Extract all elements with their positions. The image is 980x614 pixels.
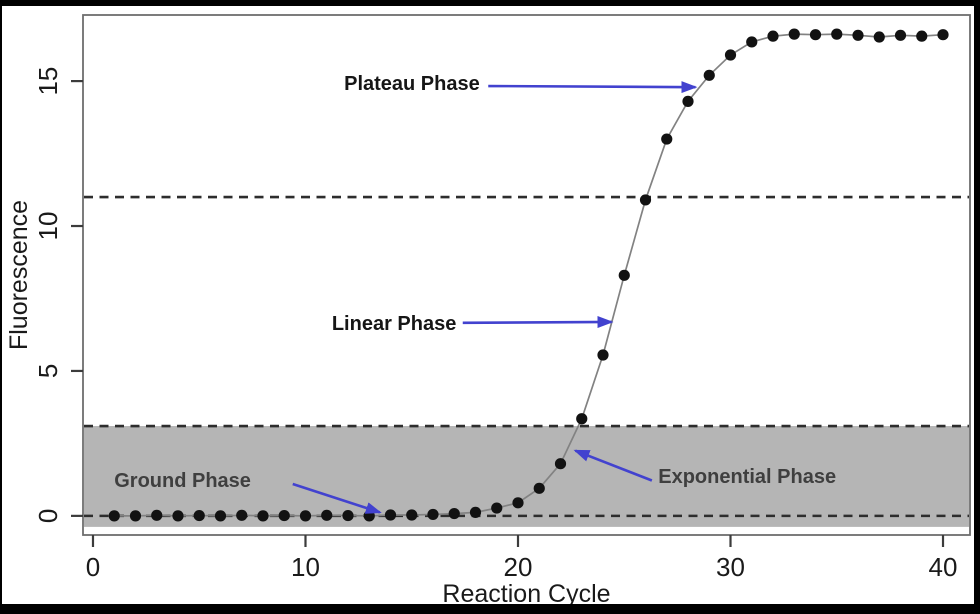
linear-phase-label: Linear Phase [332,313,457,335]
data-point-cycle-13 [363,510,375,522]
data-point-cycle-40 [937,29,949,41]
ground-phase-arrow [292,482,382,514]
data-point-cycle-11 [321,509,333,521]
data-point-cycle-34 [809,29,822,41]
x-tick-label-10: 10 [291,552,320,582]
frame-bottom [0,604,980,614]
y-tick-label-10: 10 [33,212,63,241]
data-point-cycle-9 [278,509,290,522]
data-point-cycle-18 [469,506,482,518]
data-point-cycle-4 [172,510,184,522]
data-point-cycle-12 [342,509,354,522]
y-axis-label: Fluorescence [5,200,33,350]
amplification-curve-line [114,33,944,517]
data-point-cycle-32 [767,30,779,42]
data-point-cycle-7 [236,509,248,521]
x-tick-label-30: 30 [716,552,745,582]
data-point-cycle-16 [427,508,439,521]
x-tick-label-20: 20 [504,552,533,582]
exponential-phase-arrow [573,449,653,482]
data-point-cycle-15 [406,509,418,521]
data-point-cycle-33 [788,28,800,40]
data-point-cycle-23 [576,413,588,425]
data-point-cycle-5 [193,509,205,522]
plateau-phase-arrow [488,81,698,94]
data-point-cycle-14 [384,509,397,521]
data-point-cycle-39 [916,30,928,42]
data-point-cycle-27 [661,133,673,145]
y-tick-label-15: 15 [33,67,63,96]
plateau-phase-label: Plateau Phase [344,73,480,95]
linear-phase-arrow [462,316,614,329]
data-point-cycle-28 [682,95,694,107]
data-point-cycle-17 [448,507,460,520]
data-point-cycle-24 [597,349,609,361]
frame-right [974,0,980,614]
data-point-cycle-1 [108,510,120,522]
data-point-cycle-36 [852,29,864,41]
data-point-cycle-38 [894,29,907,41]
data-point-cycle-19 [491,502,503,514]
data-point-cycle-30 [724,49,737,61]
data-point-cycle-35 [831,28,843,40]
data-point-cycle-6 [214,510,227,522]
ground-phase-label: Ground Phase [114,470,251,492]
y-tick-label-0: 0 [33,509,63,523]
data-point-cycle-31 [746,36,758,48]
data-point-cycle-22 [554,458,567,470]
x-tick-label-0: 0 [86,552,100,582]
data-point-cycle-3 [151,509,163,521]
data-point-cycle-10 [299,510,312,522]
frame-left [0,0,2,614]
data-point-cycle-29 [703,69,715,81]
x-axis-label: Reaction Cycle [442,580,610,608]
frame-top [0,0,980,6]
data-point-cycle-26 [639,194,652,206]
data-point-cycle-8 [257,510,269,522]
y-tick-label-5: 5 [33,364,63,378]
data-point-cycle-20 [512,497,524,509]
data-point-cycle-37 [873,31,885,43]
data-point-cycle-25 [618,269,630,281]
plot-box [82,14,971,536]
data-point-cycle-2 [129,510,142,522]
noise-band [84,426,969,527]
exponential-phase-label: Exponential Phase [658,466,836,488]
data-point-cycle-21 [533,482,545,494]
x-tick-label-40: 40 [929,552,958,582]
